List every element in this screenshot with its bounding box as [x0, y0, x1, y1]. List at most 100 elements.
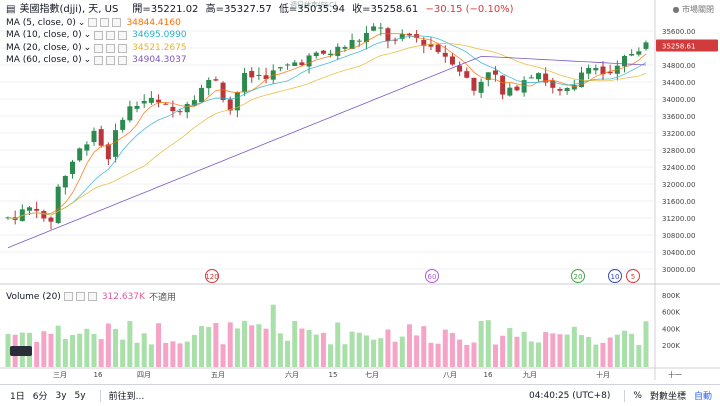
candle-body	[492, 70, 498, 75]
eye-toggle[interactable]	[63, 292, 73, 301]
volume-bar	[492, 344, 498, 367]
symbol-row: ▤ 美國指數(djji), 天, US 開=35221.02 高=35327.5…	[6, 4, 514, 17]
volume-bar	[313, 334, 319, 367]
ma-line	[7, 56, 647, 249]
divider	[99, 389, 101, 402]
settings-toggle[interactable]	[106, 30, 116, 40]
symbol-title[interactable]: 美國指數(djji), 天, US	[19, 4, 119, 16]
candle-body	[557, 89, 563, 91]
volume-bar	[356, 332, 362, 367]
volume-bar	[70, 334, 76, 367]
remove-toggle[interactable]	[118, 56, 128, 66]
log-scale-toggle[interactable]: 對數坐標	[649, 392, 686, 402]
market-status: ● 市場關閉	[672, 5, 714, 14]
period-marker	[571, 269, 585, 283]
candle-body	[55, 186, 61, 224]
price-chart[interactable]: 35600.0035200.0034800.0034400.0034000.00…	[0, 0, 720, 380]
range-6m-button[interactable]: 6分	[32, 392, 48, 402]
volume-bar	[249, 325, 255, 367]
time-axis-label: 四月	[137, 371, 151, 379]
chevron-down-icon[interactable]: ⌄	[77, 17, 86, 28]
volume-bar	[471, 342, 477, 367]
candle-body	[306, 55, 312, 67]
volume-tick-label: 400K	[662, 325, 680, 333]
volume-bar	[406, 324, 412, 367]
ma-line	[7, 33, 647, 220]
volume-bar	[636, 344, 642, 367]
settings-toggle[interactable]	[75, 292, 85, 301]
volume-legend[interactable]: Volume (20) 312.637K 不適用	[6, 291, 176, 304]
volume-bar	[600, 342, 606, 367]
candle-body	[399, 34, 405, 39]
candle-body	[428, 43, 434, 47]
volume-bar	[292, 321, 298, 367]
candle-body	[371, 26, 377, 31]
range-3y-button[interactable]: 3y	[55, 390, 67, 401]
settings-toggle[interactable]	[106, 56, 116, 66]
volume-bar	[485, 320, 491, 367]
candle-body	[70, 161, 76, 174]
goto-date-button[interactable]: 前往到...	[108, 392, 145, 402]
candle-body	[120, 119, 126, 130]
chevron-down-icon[interactable]: ⌄	[83, 55, 92, 66]
volume-tick-label: 200K	[662, 342, 680, 350]
eye-toggle[interactable]	[88, 18, 98, 28]
eye-toggle[interactable]	[94, 56, 104, 66]
candle-body	[163, 103, 169, 105]
candle-body	[485, 72, 491, 80]
chevron-down-icon[interactable]: ⌄	[83, 30, 92, 41]
volume-bar	[399, 336, 405, 367]
volume-bar	[191, 334, 197, 367]
volume-bar	[478, 320, 484, 367]
candle-body	[98, 129, 104, 146]
chevron-down-icon[interactable]: ⌄	[83, 42, 92, 53]
volume-bar	[134, 342, 140, 367]
remove-toggle[interactable]	[87, 292, 97, 301]
candle-body	[586, 67, 592, 74]
candle-body	[385, 28, 391, 42]
volume-bar	[557, 334, 563, 367]
candle-body	[514, 86, 520, 91]
ma-row[interactable]: MA (5, close, 0) ⌄ 34844.4160	[6, 17, 181, 28]
percent-toggle[interactable]: %	[633, 390, 642, 401]
range-1d-button[interactable]: 1日	[10, 392, 25, 402]
period-marker-label: 20	[574, 273, 583, 281]
last-price-tag	[656, 39, 718, 52]
candle-body	[148, 97, 154, 103]
ma-row[interactable]: MA (60, close, 0) ⌄ 34904.3037	[6, 55, 187, 66]
auto-scale-toggle[interactable]: 自動	[693, 392, 712, 402]
remove-toggle[interactable]	[118, 30, 128, 40]
ma-row[interactable]: MA (10, close, 0) ⌄ 34695.0990	[6, 30, 187, 41]
volume-bar	[392, 341, 398, 367]
candle-body	[156, 99, 162, 103]
eye-toggle[interactable]	[94, 30, 104, 40]
candle-body	[91, 130, 97, 143]
candle-body	[299, 62, 305, 66]
candle-body	[292, 62, 298, 66]
settings-toggle[interactable]	[100, 18, 110, 28]
volume-bar	[234, 328, 240, 367]
volume-bar	[378, 338, 384, 367]
candle-body	[127, 106, 133, 121]
candle-body	[449, 56, 455, 65]
candle-body	[550, 80, 556, 88]
price-tick-label: 31600.00	[662, 198, 695, 206]
collapse-icon[interactable]: ▤	[6, 4, 16, 16]
candle-body	[84, 144, 90, 151]
candle-body	[5, 217, 11, 219]
remove-toggle[interactable]	[112, 18, 122, 28]
time-axis-label: 16	[94, 371, 103, 379]
bottom-toolbar: 1日 6分 3y 5y 前往到... 04:40:25 (UTC+8) % 對數…	[0, 384, 720, 406]
range-5y-button[interactable]: 5y	[74, 390, 86, 401]
eye-toggle[interactable]	[94, 43, 104, 53]
volume-bar	[435, 343, 441, 367]
price-tick-label: 30400.00	[662, 249, 695, 257]
chart-area[interactable]: 35600.0035200.0034800.0034400.0034000.00…	[0, 0, 720, 380]
volume-bar	[277, 333, 283, 367]
chart-legend: ▤ 美國指數(djji), 天, US 開=35221.02 高=35327.5…	[6, 4, 514, 67]
remove-toggle[interactable]	[118, 43, 128, 53]
ma-row[interactable]: MA (20, close, 0) ⌄ 34521.2675	[6, 42, 187, 53]
candle-body	[421, 39, 427, 47]
settings-toggle[interactable]	[106, 43, 116, 53]
ma-line	[7, 35, 647, 220]
